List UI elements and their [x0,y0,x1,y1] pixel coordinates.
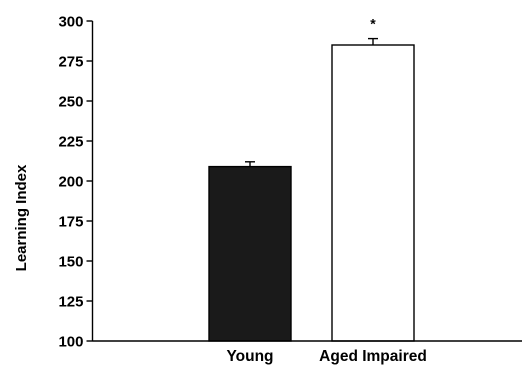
bar [208,165,292,342]
y-tick-label: 200 [58,174,83,191]
y-tick-label: 125 [58,294,83,311]
y-tick-label: 225 [58,134,83,151]
y-tick-label: 175 [58,214,83,231]
y-tick-label: 250 [58,94,83,111]
significance-marker: * [370,16,376,32]
y-tick-label: 100 [58,334,83,351]
y-tick-label: 150 [58,254,83,271]
y-tick-label: 300 [58,14,83,31]
x-category-label: Young [226,348,273,365]
x-category-label: Aged Impaired [319,348,427,365]
y-tick-label: 275 [58,54,83,71]
bars: * [208,16,415,342]
y-axis: 100 125 150 175 200 225 250 275 300 [58,14,94,351]
bar [331,44,415,342]
y-axis-title: Learning Index [13,164,30,271]
x-axis: Young Aged Impaired [92,340,522,365]
